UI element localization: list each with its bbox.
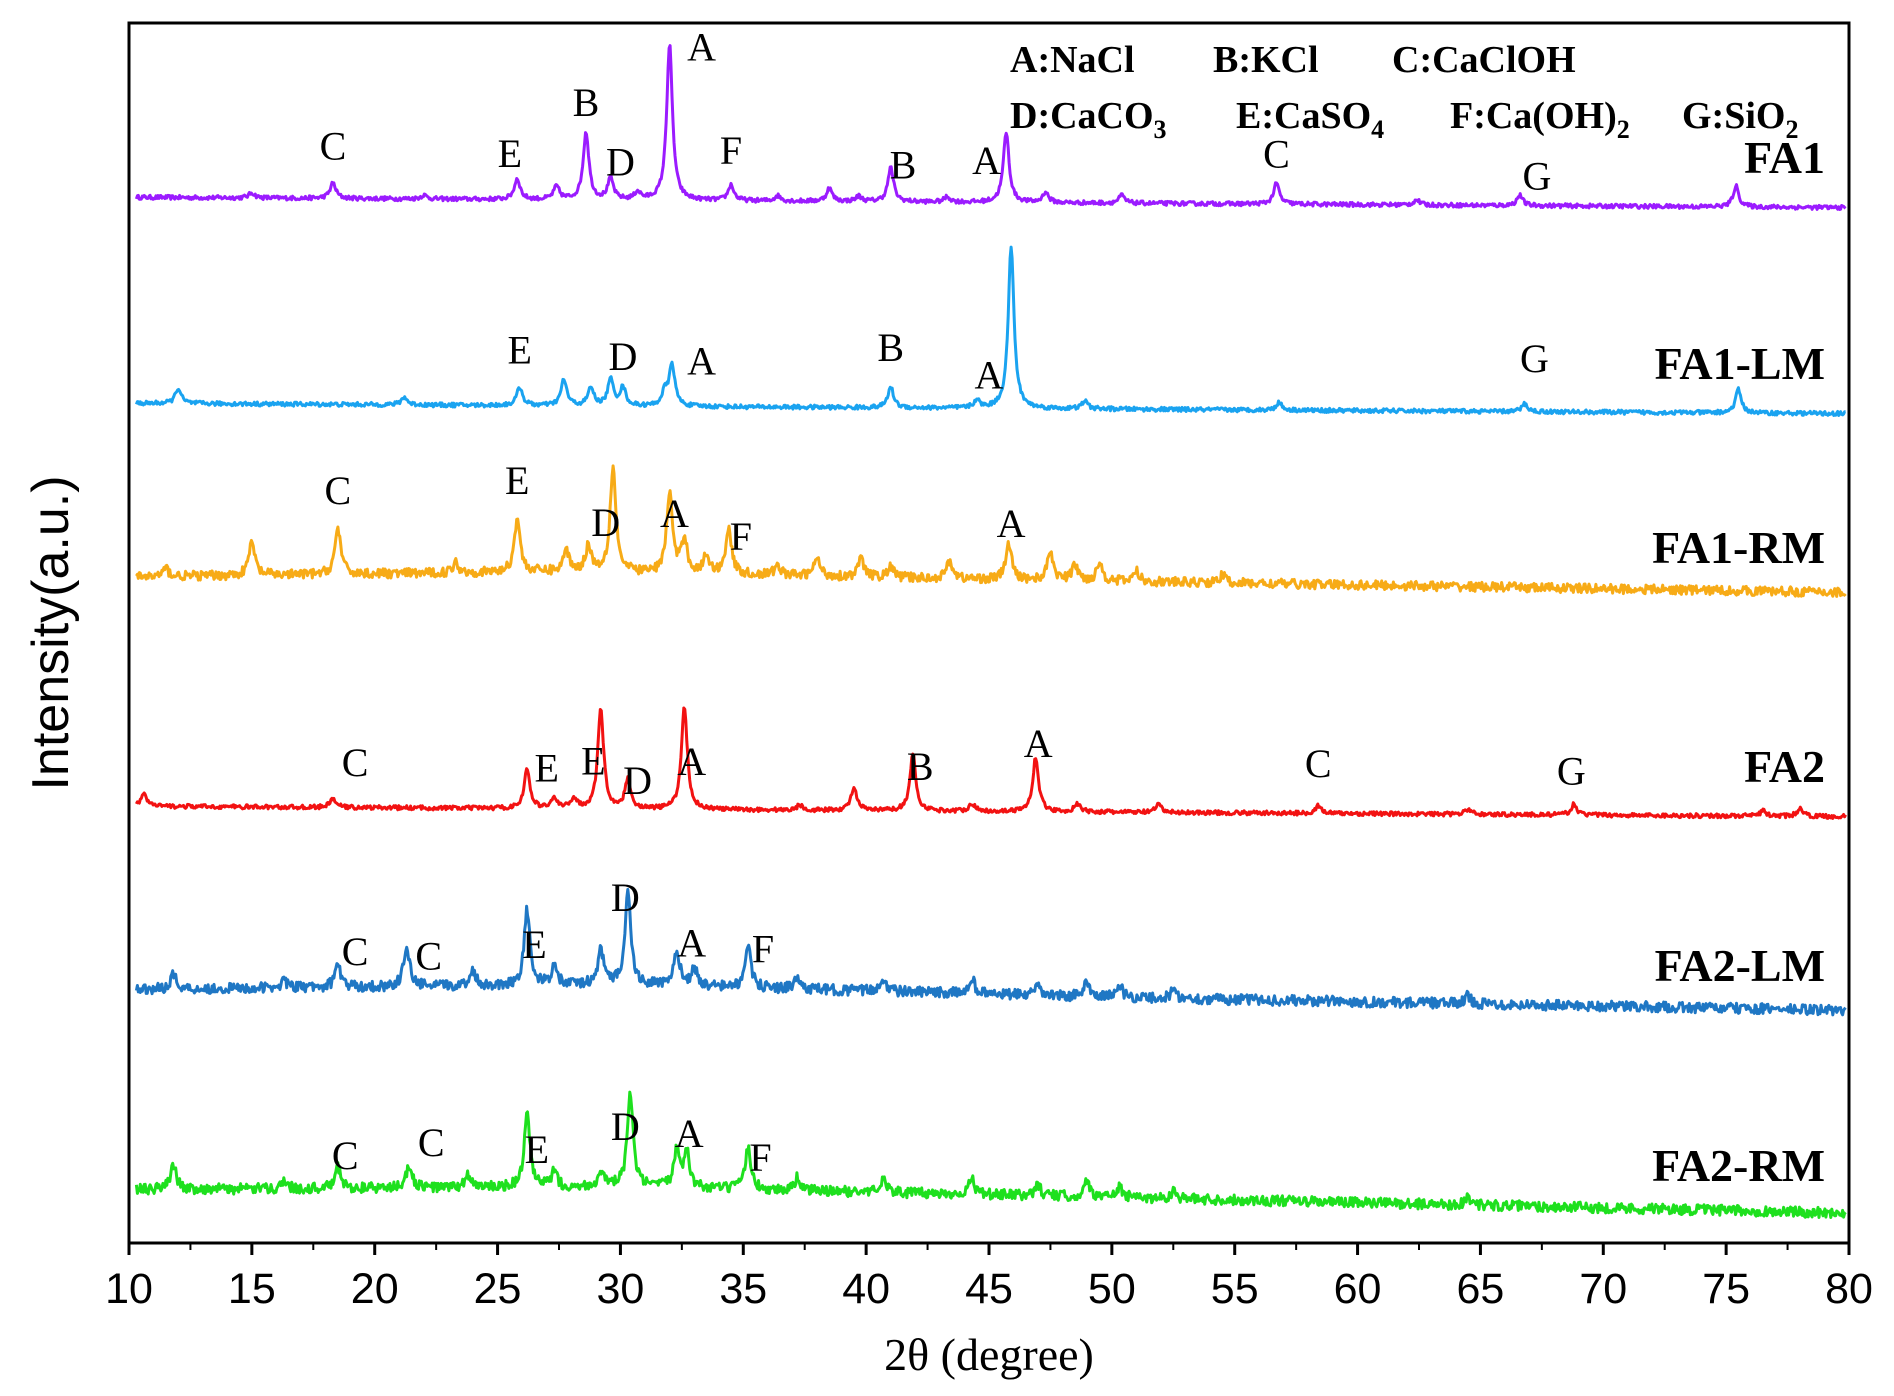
legend-item: F:Ca(OH)2 [1450,95,1630,144]
peak-label: C [415,934,442,979]
legend-item: B:KCl [1213,39,1319,81]
series-line-fa2 [135,706,1847,820]
peak-label: F [720,128,742,173]
peak-label: C [325,468,352,513]
peak-label: F [749,1135,771,1180]
series-line-fa1-lm [134,245,1847,417]
series-line-fa2-rm [134,1090,1847,1219]
x-tick-label: 55 [1211,1265,1259,1313]
legend-item: D:CaCO3 [1010,95,1167,144]
peak-label: C [1305,741,1332,786]
peak-label: D [611,1104,640,1149]
series-line-fa1 [134,44,1847,211]
x-tick-label: 45 [965,1265,1013,1313]
x-tick-label: 15 [228,1265,276,1313]
x-tick-label: 50 [1088,1265,1136,1313]
legend-item: E:CaSO4 [1236,95,1384,144]
peak-label: C [342,740,369,785]
x-tick-label: 80 [1825,1265,1873,1313]
peak-label: E [505,458,529,503]
x-tick-label: 35 [719,1265,767,1313]
peak-label: B [573,80,600,125]
legend-item: A:NaCl [1010,39,1135,81]
peak-label: G [1522,154,1551,199]
peak-label: F [730,514,752,559]
peak-label: A [675,1111,704,1156]
peak-label: D [623,758,652,803]
x-tick-label: 10 [105,1265,153,1313]
x-tick-label: 40 [842,1265,890,1313]
peak-label: F [752,926,774,971]
peak-label: A [972,138,1001,183]
peak-label: C [1263,132,1290,177]
peak-label: C [418,1120,445,1165]
x-tick-label: 75 [1702,1265,1750,1313]
peak-label: B [890,142,917,187]
peak-label: G [1557,749,1586,794]
sample-label-fa2-lm: FA2-LM [1655,940,1825,991]
peak-label: D [591,500,620,545]
peak-label: E [498,131,522,176]
y-axis-title: Intensity(a.u.) [22,475,80,790]
legend-item: G:SiO2 [1682,95,1798,144]
peak-label: A [997,501,1026,546]
peak-label: A [677,920,706,965]
peak-label: E [525,1127,549,1172]
peak-label: E [507,328,531,373]
x-tick-label: 70 [1579,1265,1627,1313]
legend-item: C:CaClOH [1392,39,1576,81]
peak-label: C [332,1133,359,1178]
x-tick-label: 60 [1334,1265,1382,1313]
peak-label: G [1520,336,1549,381]
x-tick-label: 65 [1457,1265,1505,1313]
x-axis-title: 2θ (degree) [884,1329,1094,1380]
series-line-fa1-rm [135,464,1847,598]
peak-label: A [660,491,689,536]
peak-label: B [877,325,904,370]
x-tick-label: 20 [351,1265,399,1313]
peak-label: A [975,352,1004,397]
x-tick-label: 30 [597,1265,645,1313]
peak-label: E [581,738,605,783]
sample-label-fa1: FA1 [1744,132,1825,183]
peak-label: A [687,25,716,70]
peak-label: D [608,334,637,379]
x-tick-label: 25 [474,1265,522,1313]
peak-label: E [522,922,546,967]
sample-label-fa2: FA2 [1744,741,1825,792]
peak-label: A [1024,721,1053,766]
peak-label: B [907,744,934,789]
sample-label-fa1-lm: FA1-LM [1655,338,1825,389]
sample-label-fa1-rm: FA1-RM [1652,522,1825,573]
sample-label-fa2-rm: FA2-RM [1652,1140,1825,1191]
peak-label: D [606,139,635,184]
peak-label: A [677,739,706,784]
peak-label: E [534,746,558,791]
peak-label: C [320,123,347,168]
peak-label: A [687,339,716,384]
series-line-fa2-lm [134,887,1847,1017]
peak-label: C [342,929,369,974]
peak-label: D [611,875,640,920]
